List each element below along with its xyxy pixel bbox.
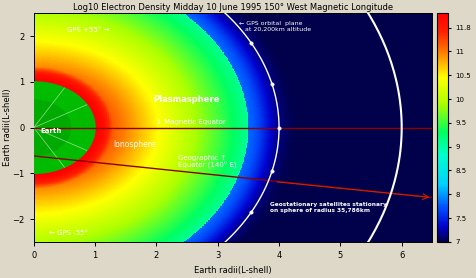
Text: ← GPS orbital  plane
   at 20,200km altitude: ← GPS orbital plane at 20,200km altitude <box>239 21 311 32</box>
Text: Geostationary satellites stationary
on sphere of radius 35,786km: Geostationary satellites stationary on s… <box>270 202 387 213</box>
Y-axis label: Earth radii(L-shell): Earth radii(L-shell) <box>3 89 12 167</box>
Text: ← GPS -55°: ← GPS -55° <box>49 230 88 236</box>
Text: Ionosphere: Ionosphere <box>113 140 156 149</box>
X-axis label: Earth radii(L-shell): Earth radii(L-shell) <box>194 265 272 275</box>
Text: ↓ Magnetic Equator: ↓ Magnetic Equator <box>157 119 226 125</box>
Text: Geographic ↑
Equator (140° E): Geographic ↑ Equator (140° E) <box>178 155 237 169</box>
Text: GPS +55° →: GPS +55° → <box>68 26 110 33</box>
Text: Plasmasphere: Plasmasphere <box>153 95 220 105</box>
Circle shape <box>0 100 70 155</box>
Text: Earth: Earth <box>40 128 61 134</box>
Circle shape <box>0 82 95 173</box>
Title: Log10 Electron Density Midday 10 June 1995 150° West Magnetic Longitude: Log10 Electron Density Midday 10 June 19… <box>73 3 393 13</box>
